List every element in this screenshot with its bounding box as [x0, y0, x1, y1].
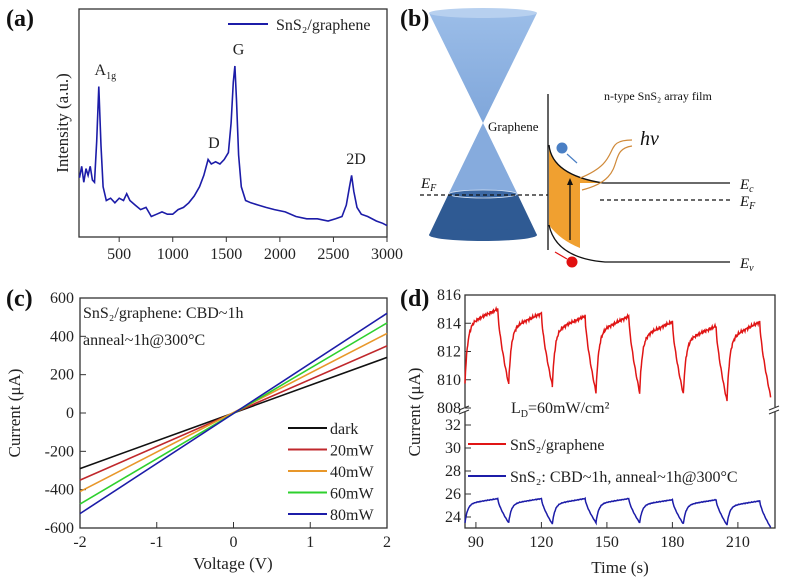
y-tick-label-c: 200	[50, 367, 74, 384]
y-tick-label-lower-d: 28	[445, 463, 461, 480]
graphene-label: Graphene	[488, 119, 539, 134]
panel-label-b: (b)	[400, 6, 429, 32]
legend-label-dark: dark	[330, 421, 358, 438]
x-tick-label-d: 210	[726, 534, 750, 551]
x-tick-label-a: 1500	[210, 246, 242, 263]
y-tick-label-c: 0	[66, 405, 74, 422]
y-tick-label-upper-d: 816	[437, 287, 461, 304]
y-tick-label-c: 400	[50, 328, 74, 345]
x-tick-label-c: -2	[73, 534, 86, 551]
x-axis-label-d: Time (s)	[591, 558, 648, 577]
x-tick-label-c: 1	[306, 534, 314, 551]
axis-break-gap	[460, 407, 780, 412]
photoresponse-chart: Current (μA) Time (s) LD=60mW/cm² SnS₂/g…	[405, 287, 780, 577]
y-tick-label-lower-d: 24	[445, 509, 461, 526]
light-wave-1	[579, 139, 633, 179]
x-tick-label-d: 90	[468, 534, 484, 551]
upper-dirac-cone	[429, 13, 537, 123]
y-tick-label-c: -200	[45, 443, 74, 460]
x-tick-label-c: 0	[230, 534, 238, 551]
axis-break-marks	[458, 405, 780, 415]
y-tick-label-upper-d: 808	[437, 400, 461, 417]
y-tick-label-lower-d: 26	[445, 486, 461, 503]
legend-label-a: SnS₂/graphene	[276, 17, 370, 34]
legend-title-d: LD=60mW/cm²	[511, 400, 610, 420]
film-label: n-type SnS₂ array film	[604, 89, 712, 103]
x-tick-label-a: 500	[107, 246, 131, 263]
x-tick-label-a: 3000	[371, 246, 403, 263]
y-tick-label-upper-d: 812	[437, 344, 461, 361]
peak-label-g: G	[233, 42, 245, 59]
y-tick-label-lower-d: 30	[445, 440, 461, 457]
ec-label: Ec	[739, 177, 754, 195]
lower-cone-filled	[429, 193, 537, 235]
raman-chart: Intensity (a.u.) SnS₂/graphene 500 1000 15…	[53, 8, 403, 263]
valence-band	[548, 224, 730, 263]
excitation-arrowhead	[567, 178, 573, 185]
y-axis-label-a: Intensity (a.u.)	[53, 73, 72, 173]
x-tick-label-c: 2	[383, 534, 391, 551]
lower-cone-empty	[449, 123, 517, 193]
y-tick-label-c: -600	[45, 520, 74, 537]
x-tick-label-d: 150	[595, 534, 619, 551]
x-tick-label-c: -1	[150, 534, 163, 551]
iv-line-80mW	[79, 312, 388, 515]
electron-arrow	[566, 153, 578, 164]
y-tick-label-upper-d: 814	[437, 315, 461, 332]
x-tick-label-d: 120	[529, 534, 553, 551]
ef-right-label: EF	[739, 194, 756, 212]
panel-label-a: (a)	[6, 6, 34, 32]
iv-chart: Current (μA) Voltage (V) SnS₂/graphene: …	[5, 290, 391, 573]
depletion-region	[549, 145, 603, 248]
hv-label: hv	[640, 128, 659, 150]
note-2-c: anneal~1h@300°C	[83, 332, 205, 349]
ev-label: Ev	[739, 256, 754, 274]
photocurrent-line-lower	[464, 496, 772, 528]
legend-label-60mW: 60mW	[330, 486, 374, 503]
series-line-raman	[78, 65, 388, 227]
peak-label-d: D	[208, 135, 220, 152]
x-axis-label-c: Voltage (V)	[193, 554, 272, 573]
upper-cone-top	[429, 8, 537, 18]
fermi-disk	[448, 189, 518, 199]
hole-dot	[566, 256, 578, 268]
light-wave-2	[581, 145, 633, 191]
peak-label-2d: 2D	[346, 151, 366, 168]
y-axis-label-d: Current (μA)	[405, 368, 424, 457]
panel-label-c: (c)	[6, 286, 33, 312]
y-axis-label-c: Current (μA)	[5, 369, 24, 458]
y-tick-label-c: 600	[50, 290, 74, 307]
x-tick-label-a: 1000	[157, 246, 189, 263]
hole-arrow	[554, 251, 568, 260]
y-tick-label-upper-d: 810	[437, 372, 461, 389]
y-tick-label-c: -400	[45, 482, 74, 499]
photocurrent-line-upper	[464, 305, 772, 402]
peak-label-a: A1g	[95, 62, 117, 82]
legend-label-red-d: SnS₂/graphene	[510, 437, 604, 454]
conduction-band	[548, 144, 730, 184]
legend-label-blue-d: SnS₂: CBD~1h, anneal~1h@300°C	[510, 469, 738, 486]
note-1-c: SnS₂/graphene: CBD~1h	[83, 305, 243, 322]
x-tick-label-d: 180	[660, 534, 684, 551]
band-diagram: EF Graphene n-type SnS₂ array film hv Ec…	[420, 8, 756, 274]
y-tick-label-lower-d: 32	[445, 417, 461, 434]
legend-label-20mW: 20mW	[330, 443, 374, 460]
legend-label-40mW: 40mW	[330, 464, 374, 481]
lower-cone-bottom	[429, 229, 537, 241]
x-tick-label-a: 2000	[264, 246, 296, 263]
panel-label-d: (d)	[400, 286, 429, 312]
legend-label-80mW: 80mW	[330, 507, 374, 524]
x-tick-label-a: 2500	[317, 246, 349, 263]
electron-dot	[556, 142, 568, 154]
ef-left-label: EF	[420, 176, 437, 194]
iv-line-40mW	[79, 332, 388, 493]
plot-frame-a	[78, 8, 388, 238]
